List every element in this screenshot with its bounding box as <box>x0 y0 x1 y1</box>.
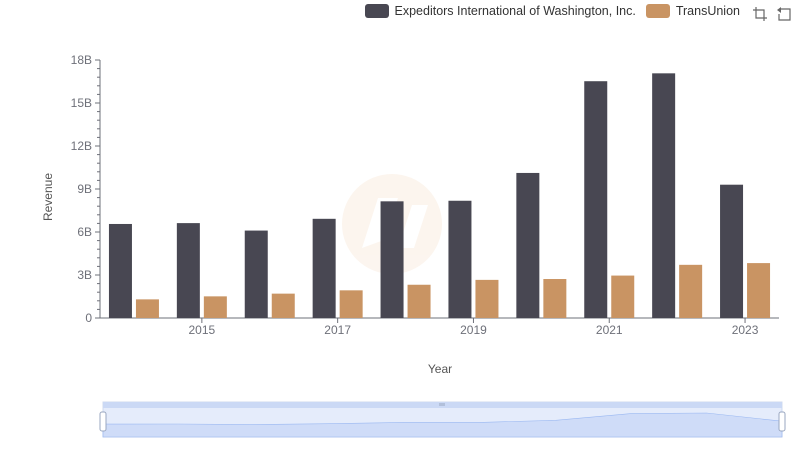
bar-expeditors-2017[interactable] <box>312 218 336 318</box>
y-tick-label: 15B <box>71 96 92 110</box>
slider-selected-range[interactable] <box>103 402 782 437</box>
bar-transunion-2019[interactable] <box>475 279 499 318</box>
bar-expeditors-2023[interactable] <box>720 184 744 318</box>
y-tick-label: 6B <box>77 225 92 239</box>
y-axis-title: Revenue <box>41 172 55 222</box>
x-tick-label: 2023 <box>732 323 759 337</box>
bar-transunion-2016[interactable] <box>271 293 295 318</box>
slider-handle-right[interactable] <box>778 411 786 432</box>
bar-transunion-2014[interactable] <box>135 299 159 318</box>
y-tick-label: 12B <box>71 139 92 153</box>
legend-label-transunion: TransUnion <box>675 4 740 18</box>
bar-expeditors-2015[interactable] <box>176 223 200 318</box>
legend-label-expeditors: Expeditors International of Washington, … <box>394 4 636 18</box>
bar-transunion-2017[interactable] <box>339 290 363 318</box>
slider-handle-left[interactable] <box>99 411 107 432</box>
x-tick-label: 2015 <box>188 323 215 337</box>
legend-item-expeditors[interactable]: Expeditors International of Washington, … <box>364 4 636 18</box>
restore-icon[interactable] <box>776 6 792 22</box>
bar-transunion-2022[interactable] <box>679 264 703 318</box>
bar-transunion-2020[interactable] <box>543 279 567 318</box>
bars <box>108 73 771 318</box>
bar-transunion-2015[interactable] <box>203 296 227 318</box>
x-axis-title-wrap: Year <box>0 362 800 376</box>
y-tick-label: 3B <box>77 268 92 282</box>
legend: Expeditors International of Washington, … <box>364 4 740 18</box>
bar-expeditors-2020[interactable] <box>516 172 540 318</box>
y-tick-label: 0 <box>85 311 92 325</box>
x-tick-label: 2019 <box>460 323 487 337</box>
y-tick-label: 18B <box>71 53 92 67</box>
bar-transunion-2018[interactable] <box>407 284 431 318</box>
legend-swatch-expeditors <box>364 4 389 18</box>
bar-transunion-2023[interactable] <box>747 263 771 318</box>
axes: 0 3B 6B 9B 12B 15B 18B 2015 2017 2019 2021 2023 <box>71 53 779 337</box>
toolbox <box>752 6 792 22</box>
bar-expeditors-2018[interactable] <box>380 201 404 318</box>
bar-expeditors-2021[interactable] <box>584 81 608 318</box>
x-tick-label: 2017 <box>324 323 351 337</box>
bar-transunion-2021[interactable] <box>611 275 635 318</box>
zoom-icon[interactable] <box>752 6 768 22</box>
x-axis-title: Year <box>427 362 453 376</box>
bar-expeditors-2019[interactable] <box>448 200 472 318</box>
bar-expeditors-2014[interactable] <box>108 223 132 318</box>
y-tick-label: 9B <box>77 182 92 196</box>
legend-swatch-transunion <box>645 4 670 18</box>
bar-expeditors-2016[interactable] <box>244 230 268 318</box>
bar-expeditors-2022[interactable] <box>652 73 676 318</box>
x-tick-label: 2021 <box>596 323 623 337</box>
slider-drag-grip-icon[interactable] <box>439 403 445 406</box>
data-zoom-slider[interactable] <box>99 401 786 438</box>
legend-item-transunion[interactable]: TransUnion <box>645 4 740 18</box>
